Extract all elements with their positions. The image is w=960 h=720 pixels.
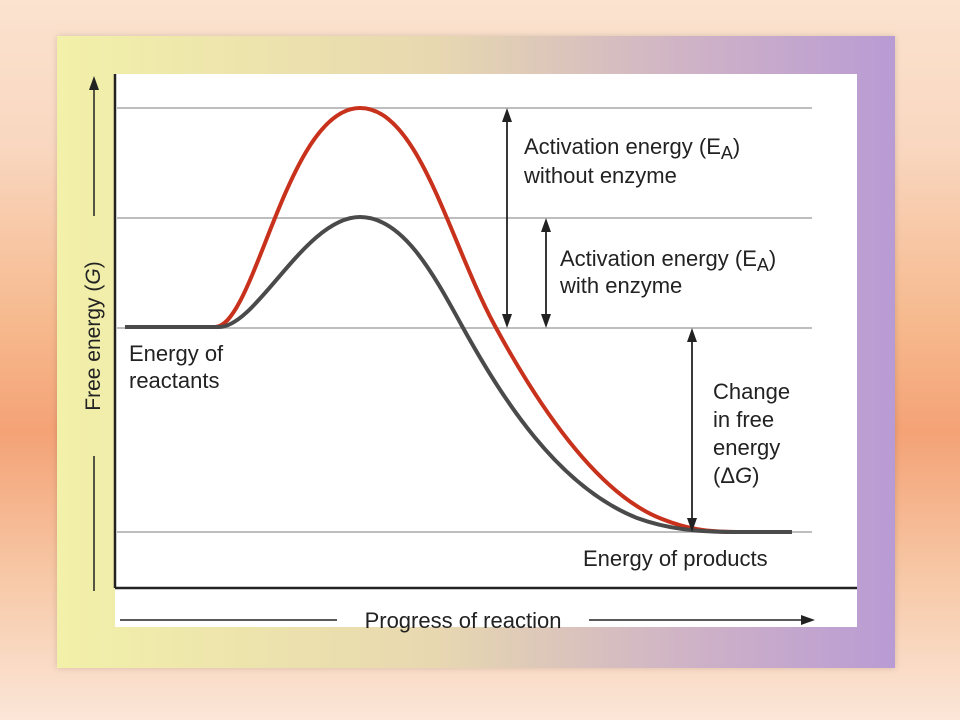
reactants-label-line2: reactants — [129, 368, 220, 393]
plot-panel — [115, 74, 857, 627]
products-label: Energy of products — [583, 546, 768, 571]
y-axis-label: Free energy (G) — [82, 261, 105, 410]
ea-without-label-line2: without enzyme — [523, 163, 677, 188]
curve-with-enzyme — [125, 214, 792, 534]
ea-with-arrowhead-top — [541, 218, 551, 232]
ea-with-arrowhead-bottom — [541, 314, 551, 328]
y-axis-arrowhead — [89, 76, 99, 90]
energy-diagram: Free energy (G) Progress of reaction Ene… — [82, 74, 857, 633]
slide-frame: Free energy (G) Progress of reaction Ene… — [57, 36, 895, 668]
delta-g-label-line2: in free — [713, 407, 774, 432]
delta-g-label-line3: energy — [713, 435, 780, 460]
delta-g-label-line4: (ΔG) — [713, 463, 759, 488]
delta-g-arrowhead-bottom — [687, 518, 697, 532]
x-axis-label: Progress of reaction — [365, 608, 562, 633]
delta-g-label-line1: Change — [713, 379, 790, 404]
ea-without-label-line1: Activation energy (EA) — [524, 134, 740, 163]
ea-without-arrowhead-bottom — [502, 314, 512, 328]
curve-without-enzyme — [125, 105, 792, 534]
x-axis-arrowhead — [801, 615, 815, 625]
ea-with-label-line1: Activation energy (EA) — [560, 246, 776, 275]
ea-with-label-line2: with enzyme — [559, 273, 682, 298]
reactants-label-line1: Energy of — [129, 341, 224, 366]
delta-g-arrowhead-top — [687, 328, 697, 342]
ea-without-arrowhead-top — [502, 108, 512, 122]
